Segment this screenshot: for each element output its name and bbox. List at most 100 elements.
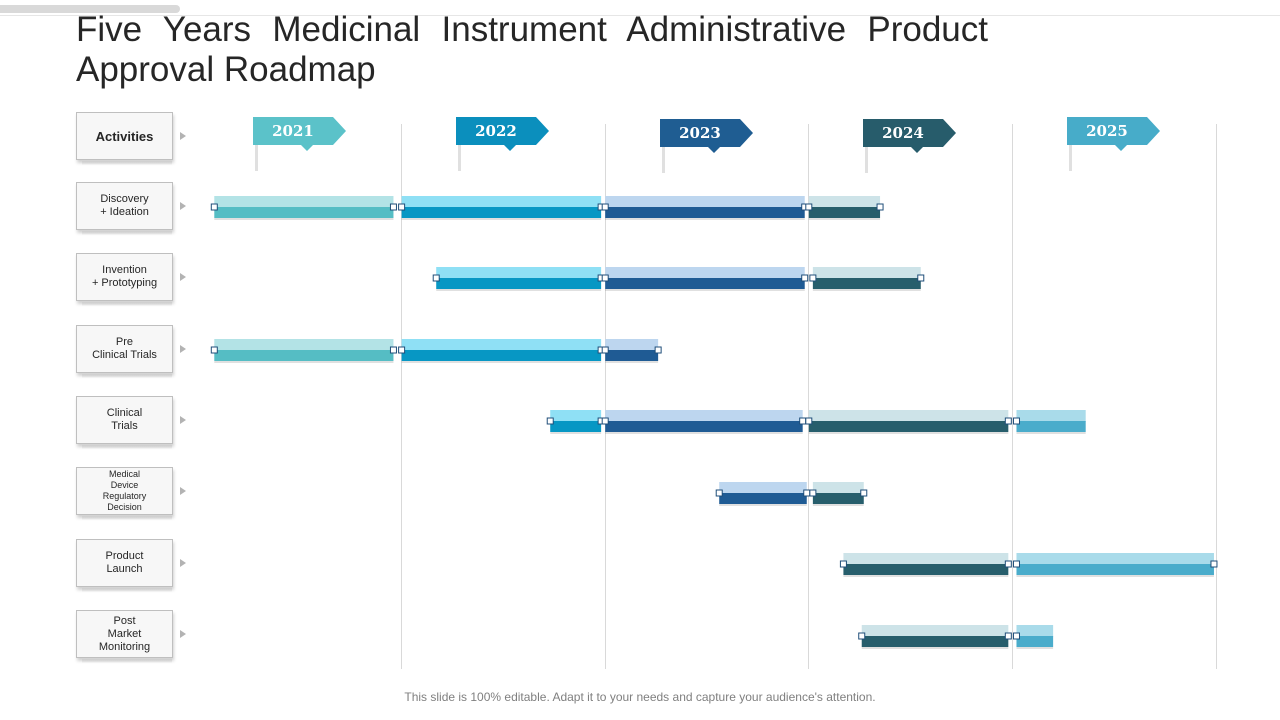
gantt-bar-handle	[1004, 417, 1012, 425]
year-label: 2022	[475, 122, 517, 140]
activity-discovery-ideation: Discovery + Ideation	[76, 182, 186, 230]
gantt-bar-handle	[799, 417, 807, 425]
gantt-bar-shadow	[605, 218, 805, 220]
gantt-bar-shadow	[808, 432, 1009, 434]
flag-pole	[458, 145, 461, 171]
gantt-bar-shadow	[812, 504, 864, 506]
gantt-bar-shadow	[1016, 432, 1086, 434]
gantt-bar-bottom	[605, 278, 805, 289]
gantt-bar-bottom	[1016, 564, 1214, 575]
gantt-bar-handle	[601, 346, 609, 354]
gantt-bar-bottom	[808, 421, 1009, 432]
gantt-bar-shadow	[808, 218, 881, 220]
gantt-bar-handle	[1004, 560, 1012, 568]
gantt-bar-bottom	[1016, 636, 1054, 647]
gantt-bar-shadow	[1016, 575, 1214, 577]
gantt-bar-handle	[1012, 417, 1020, 425]
flag-shape	[1067, 117, 1163, 151]
gantt-bar-handle	[805, 203, 813, 211]
gantt-bar-bottom	[401, 350, 602, 361]
gantt-bar-handle	[432, 274, 440, 282]
gantt-bar-handle	[809, 489, 817, 497]
gantt-bar-bottom	[214, 350, 394, 361]
gantt-bar-top	[401, 339, 602, 351]
gantt-bar-handle	[389, 346, 397, 354]
gantt-bar-shadow	[401, 361, 602, 363]
gantt-bar-handle	[715, 489, 723, 497]
activity-product-launch: Product Launch	[76, 539, 186, 587]
gantt-bar-shadow	[812, 289, 921, 291]
year-label: 2023	[679, 124, 721, 142]
flag-pole	[255, 145, 258, 171]
gantt-bar-top	[812, 482, 864, 494]
activity-shadow	[82, 302, 172, 306]
gantt-bar-top	[436, 267, 602, 279]
gantt-bar-handle	[601, 417, 609, 425]
gantt-bar-handle	[389, 203, 397, 211]
gantt-bar-shadow	[214, 218, 394, 220]
gantt-bar-handle	[858, 632, 866, 640]
gantt-bar-handle	[801, 274, 809, 282]
gantt-bar-shadow	[605, 361, 659, 363]
flag-shape	[660, 119, 756, 153]
gantt-bar-bottom	[719, 493, 807, 504]
gantt-bar-handle	[917, 274, 925, 282]
year-label: 2021	[272, 122, 314, 140]
gantt-bar-top	[605, 196, 805, 208]
year-label: 2024	[882, 124, 924, 142]
gantt-bar-handle	[1004, 632, 1012, 640]
gantt-bar-bottom	[812, 493, 864, 504]
gantt-bar-handle	[546, 417, 554, 425]
gantt-bar-shadow	[214, 361, 394, 363]
gantt-bar-handle	[601, 203, 609, 211]
gantt-bar-bottom	[605, 421, 803, 432]
gantt-bar-top	[550, 410, 602, 422]
year-divider	[808, 124, 809, 669]
gantt-bar-handle	[210, 203, 218, 211]
gantt-bar-handle	[1210, 560, 1218, 568]
gantt-bar-handle	[601, 274, 609, 282]
page-title-line-1: Five Years Medicinal Instrument Administ…	[76, 10, 988, 49]
gantt-bar-shadow	[550, 432, 602, 434]
gantt-bar-top	[401, 196, 602, 208]
gantt-bar-bottom	[812, 278, 921, 289]
gantt-bar-handle	[809, 274, 817, 282]
gantt-bar-handle	[839, 560, 847, 568]
gantt-bar-top	[214, 339, 394, 351]
activity-regulatory-decision: Medical Device Regulatory Decision	[76, 467, 186, 515]
gantt-bar-top	[812, 267, 921, 279]
gantt-bar-handle	[1012, 560, 1020, 568]
gantt-bar-top	[843, 553, 1009, 565]
gantt-bar-shadow	[861, 647, 1009, 649]
gantt-bar-top	[719, 482, 807, 494]
activity-shadow	[82, 374, 172, 378]
year-divider	[1012, 124, 1013, 669]
activity-clinical-trials: Clinical Trials	[76, 396, 186, 444]
year-divider	[605, 124, 606, 669]
activity-shadow	[82, 588, 172, 592]
gantt-bar-handle	[398, 346, 406, 354]
top-rule	[0, 15, 1280, 16]
gantt-bar-top	[605, 339, 659, 351]
activities-header-shadow	[82, 161, 172, 165]
year-divider	[1216, 124, 1217, 669]
gantt-bar-top	[861, 625, 1009, 637]
gantt-bar-shadow	[605, 432, 803, 434]
gantt-bar-top	[1016, 410, 1086, 422]
gantt-bar-bottom	[436, 278, 602, 289]
gantt-bar-shadow	[605, 289, 805, 291]
gantt-bar-bottom	[214, 207, 394, 218]
gantt-bar-shadow	[401, 218, 602, 220]
gantt-bar-top	[1016, 625, 1054, 637]
gantt-bar-bottom	[861, 636, 1009, 647]
gantt-bar-handle	[1012, 632, 1020, 640]
gantt-bar-shadow	[1016, 647, 1054, 649]
gantt-bar-top	[808, 410, 1009, 422]
page-title-line-2: Approval Roadmap	[76, 50, 376, 89]
gantt-bar-shadow	[436, 289, 602, 291]
flag-shape	[456, 117, 552, 151]
gantt-bar-bottom	[843, 564, 1009, 575]
gantt-bar-bottom	[1016, 421, 1086, 432]
activity-pre-clinical-trials: Pre Clinical Trials	[76, 325, 186, 373]
